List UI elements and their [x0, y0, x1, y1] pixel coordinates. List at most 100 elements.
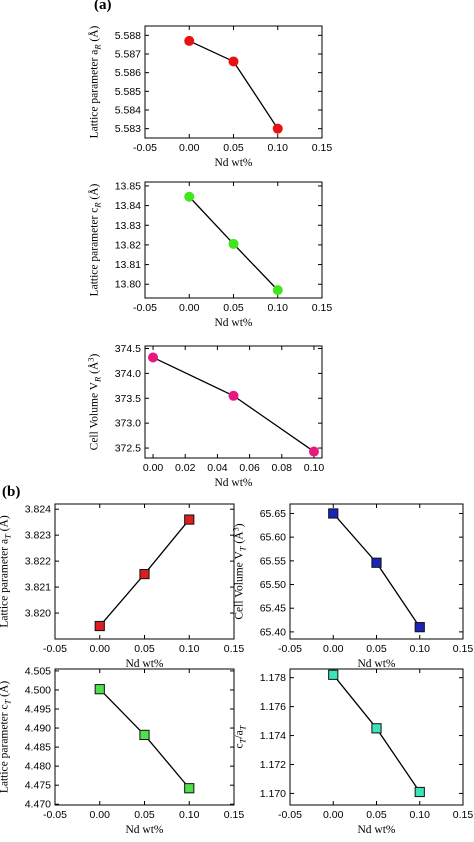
x-tick-label: 0.10 — [410, 809, 431, 821]
data-point — [272, 123, 283, 134]
chart-a1: -0.05 0.00 0.05 0.10 0.15 5.583 5.584 5.585 5.58… — [87, 25, 333, 169]
x-tick-label: 0.05 — [134, 809, 155, 821]
x-axis-label: Nd wt% — [125, 658, 163, 670]
x-tick-label: 0.00 — [179, 302, 200, 314]
x-tick-label: 0.00 — [90, 809, 111, 821]
y-tick-label: 4.505 — [25, 665, 51, 677]
y-axis-label: Lattice parameter cR (Å) — [87, 183, 103, 296]
y-tick-label: 13.85 — [115, 180, 141, 192]
plot-frame — [289, 668, 464, 806]
y-tick-label: 65.45 — [260, 603, 286, 615]
y-tick-label: 5.584 — [115, 105, 141, 117]
y-tick-label: 65.65 — [260, 508, 286, 520]
chart-b1: -0.05 0.00 0.05 0.10 0.15 3.820 3.821 3.822 3.82… — [0, 503, 245, 670]
y-tick-label: 1.172 — [260, 759, 286, 771]
series-line — [332, 513, 421, 628]
data-point — [139, 568, 150, 580]
x-tick-label: 0.10 — [179, 643, 200, 655]
y-tick-label: 3.821 — [25, 582, 51, 594]
y-tick-label: 5.588 — [115, 30, 141, 42]
series-line — [188, 40, 279, 130]
chart-a3: 0.00 0.02 0.04 0.06 0.08 0.10 372.5 373.0 373.5 3… — [86, 343, 325, 489]
y-tick-label: 3.822 — [25, 556, 51, 568]
chart-a2: -0.05 0.00 0.05 0.10 0.15 13.80 13.81 13.82 13.8… — [87, 180, 333, 329]
y-tick-label: 3.824 — [25, 504, 51, 516]
chart-b3: -0.05 0.00 0.05 0.10 0.15 4.470 4.475 4.480 4.48… — [0, 665, 244, 836]
y-tick-label: 374.0 — [115, 368, 141, 380]
y-tick-label: 4.480 — [25, 761, 51, 773]
panel-label-b: (b) — [2, 484, 21, 500]
x-tick-label: 0.04 — [207, 462, 228, 474]
y-tick-label: 4.475 — [25, 780, 51, 792]
x-tick-label: 0.15 — [224, 809, 245, 821]
x-tick-label: 0.08 — [272, 462, 293, 474]
y-tick-label: 4.490 — [25, 723, 51, 735]
x-tick-label: 0.00 — [143, 462, 164, 474]
x-tick-label: 0.15 — [453, 643, 474, 655]
y-tick-label: 65.60 — [260, 532, 286, 544]
x-axis-label: Nd wt% — [357, 824, 395, 836]
y-tick-label: 5.586 — [115, 67, 141, 79]
y-tick-label: 5.587 — [115, 49, 141, 61]
x-tick-label: 0.10 — [410, 643, 431, 655]
data-point — [184, 191, 195, 202]
data-point — [414, 786, 425, 798]
x-tick-label: -0.05 — [278, 809, 302, 821]
y-tick-label: 4.495 — [25, 704, 51, 716]
x-axis-label: Nd wt% — [214, 477, 252, 489]
data-point — [371, 723, 382, 734]
x-tick-label: 0.10 — [268, 302, 289, 314]
chart-b4: -0.05 0.00 0.05 0.10 0.15 1.170 1.172 1.174 1.17… — [234, 668, 474, 836]
y-tick-label: 5.585 — [115, 86, 141, 98]
x-axis-label: Nd wt% — [214, 317, 252, 329]
y-tick-label: 4.500 — [25, 684, 51, 696]
y-axis-label: Lattice parameter aR (Å) — [87, 25, 103, 138]
plot-frame — [144, 345, 323, 459]
y-axis-label: cT/aT — [234, 724, 248, 748]
data-point — [308, 446, 319, 457]
data-point — [184, 35, 195, 46]
x-tick-label: 0.10 — [179, 809, 200, 821]
y-tick-label: 1.170 — [260, 788, 286, 800]
x-tick-label: -0.05 — [43, 643, 67, 655]
x-tick-label: 0.15 — [312, 302, 333, 314]
x-tick-label: -0.05 — [133, 302, 157, 314]
x-tick-label: 0.00 — [179, 142, 200, 154]
x-tick-label: 0.05 — [366, 643, 387, 655]
y-tick-label: 13.83 — [115, 220, 141, 232]
x-tick-label: 0.15 — [224, 643, 245, 655]
x-tick-label: 0.15 — [453, 809, 474, 821]
x-tick-label: 0.05 — [223, 142, 244, 154]
x-tick-label: 0.05 — [366, 809, 387, 821]
data-point — [328, 508, 339, 519]
x-tick-label: 0.05 — [134, 643, 155, 655]
y-tick-label: 1.174 — [260, 730, 286, 742]
y-axis-label: Lattice parameter cT (Å) — [0, 681, 13, 793]
y-tick-label: 13.80 — [115, 279, 141, 291]
series-line — [152, 356, 315, 453]
data-point — [414, 622, 425, 633]
y-tick-label: 65.50 — [260, 579, 286, 591]
panel-label-a: (a) — [94, 0, 112, 13]
x-tick-label: 0.00 — [323, 809, 344, 821]
y-axis-label: Cell Volume VR (Å3) — [86, 354, 103, 451]
y-axis-label: Cell Volume VT (Å3) — [231, 523, 248, 619]
chart-b2: -0.05 0.00 0.05 0.10 0.15 65.40 65.45 65.50 65.5… — [231, 503, 474, 670]
y-tick-label: 5.583 — [115, 123, 141, 135]
x-tick-label: 0.06 — [239, 462, 260, 474]
y-tick-label: 3.823 — [25, 530, 51, 542]
x-tick-label: -0.05 — [133, 142, 157, 154]
data-point — [184, 514, 195, 525]
y-tick-label: 4.470 — [25, 799, 51, 811]
y-tick-label: 372.5 — [115, 443, 141, 455]
y-tick-label: 1.178 — [260, 672, 286, 684]
x-tick-label: 0.00 — [323, 643, 344, 655]
y-tick-label: 4.485 — [25, 742, 51, 754]
data-point — [94, 684, 105, 695]
data-point — [94, 620, 105, 632]
x-axis-label: Nd wt% — [357, 658, 395, 670]
data-point — [371, 557, 382, 568]
y-tick-label: 374.5 — [115, 343, 141, 355]
y-tick-label: 13.82 — [115, 239, 141, 251]
y-tick-label: 65.40 — [260, 626, 286, 638]
